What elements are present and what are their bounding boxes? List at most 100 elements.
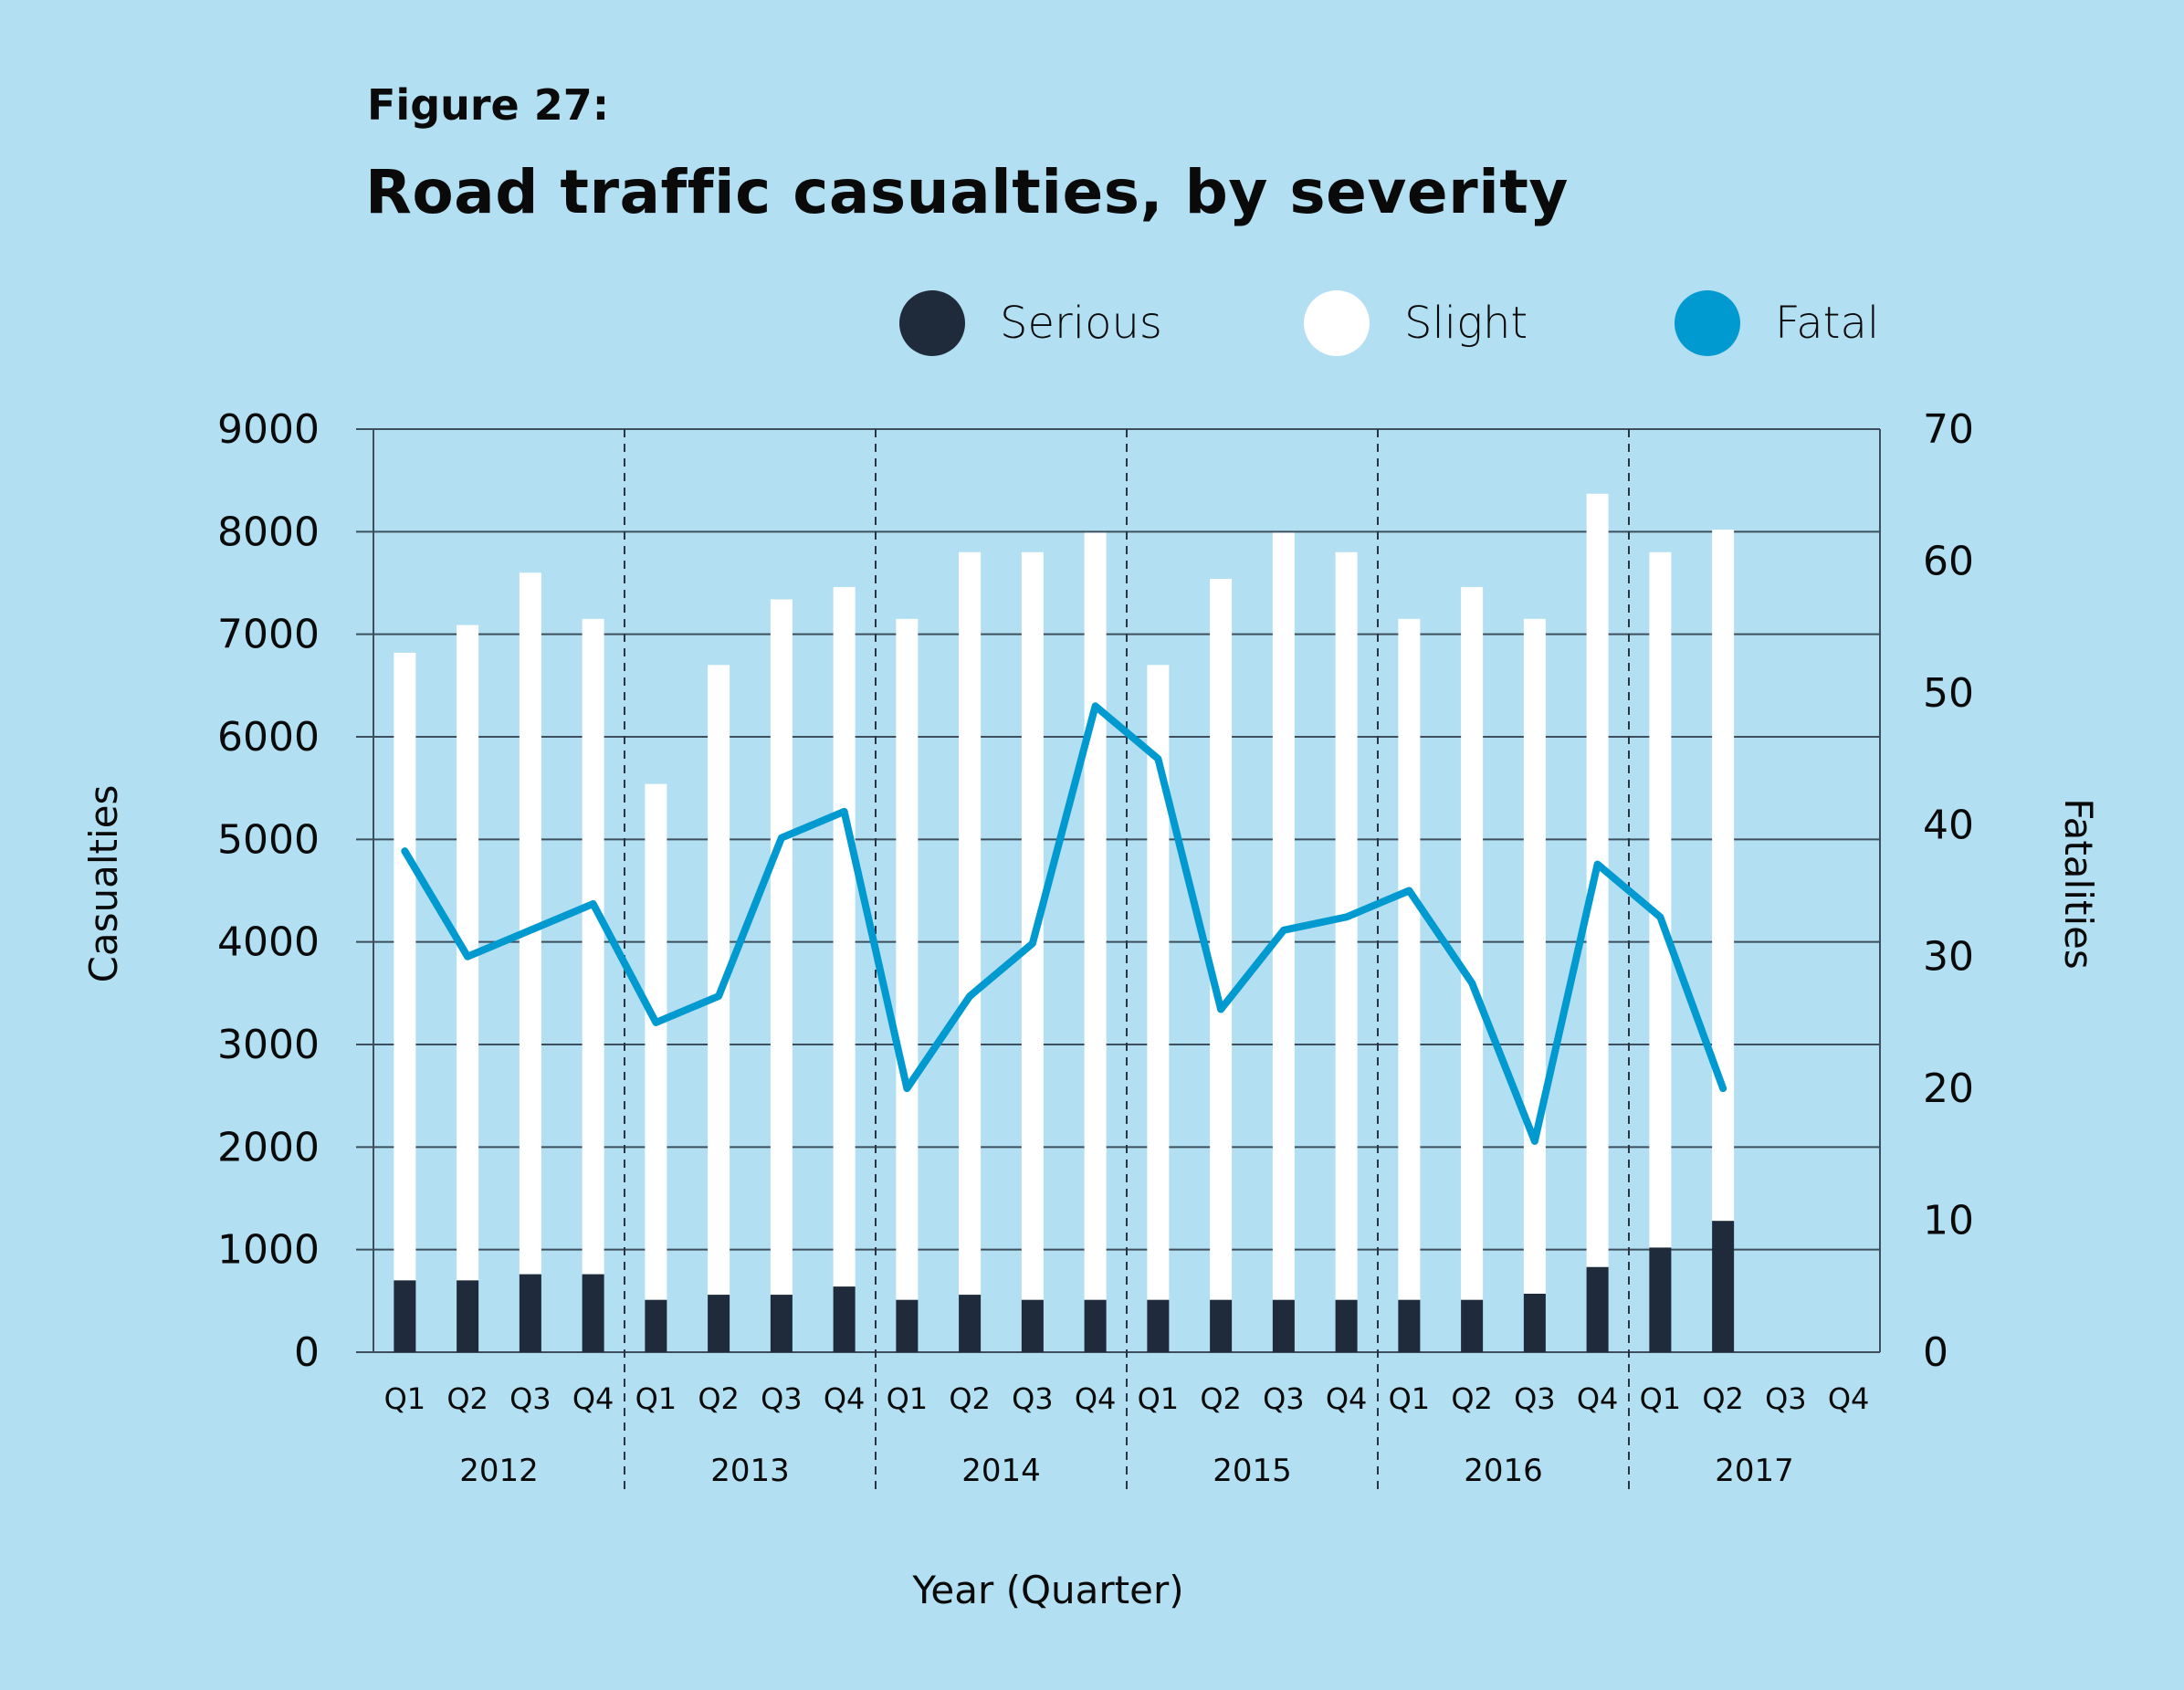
y-tick-label: 0 — [294, 1329, 320, 1376]
y2-tick-label: 60 — [1923, 538, 1974, 584]
bar-serious — [770, 1295, 793, 1352]
bar-slight — [645, 783, 667, 1300]
y2-tick-label: 70 — [1923, 406, 1974, 453]
chart-title: Road traffic casualties, by severity — [365, 157, 1569, 227]
y-tick-label: 1000 — [217, 1227, 320, 1274]
legend-label-slight: Slight — [1404, 298, 1528, 349]
bar-slight — [1335, 551, 1358, 1300]
x-tick-year: 2016 — [1464, 1453, 1543, 1489]
gridlines — [356, 428, 1880, 1353]
bar-slight — [1210, 579, 1233, 1300]
bar-serious — [457, 1280, 479, 1352]
x-tick-quarter: Q1 — [887, 1381, 929, 1416]
bar-serious — [1272, 1299, 1295, 1352]
bar-serious — [582, 1274, 604, 1352]
legend-swatch-fatal — [1675, 290, 1740, 356]
y2-tick-label: 50 — [1923, 670, 1974, 717]
bar-serious — [833, 1286, 856, 1352]
y2-tick-label: 20 — [1923, 1065, 1974, 1112]
x-tick-quarter: Q3 — [1263, 1381, 1305, 1416]
y-tick-label: 3000 — [217, 1022, 320, 1068]
x-tick-quarter: Q3 — [1765, 1381, 1807, 1416]
bar-slight — [896, 618, 919, 1300]
x-tick-quarter: Q2 — [1702, 1381, 1744, 1416]
x-tick-quarter: Q4 — [1828, 1381, 1870, 1416]
bar-serious — [708, 1295, 730, 1352]
bar-serious — [1147, 1299, 1170, 1352]
x-axis-title: Year (Quarter) — [911, 1568, 1183, 1612]
y2-tick-label: 10 — [1923, 1198, 1974, 1244]
y2-tick-label: 0 — [1923, 1329, 1948, 1376]
bar-slight — [1649, 551, 1672, 1248]
x-tick-year: 2013 — [710, 1453, 790, 1489]
legend-item-fatal: Fatal — [1675, 290, 1879, 356]
bar-serious — [1021, 1299, 1044, 1352]
x-tick-quarter: Q2 — [1451, 1381, 1493, 1416]
bar-serious — [1084, 1299, 1107, 1352]
bar-slight — [1461, 586, 1484, 1300]
bar-serious — [394, 1280, 416, 1352]
x-tick-quarter: Q2 — [698, 1381, 740, 1416]
x-tick-quarter: Q2 — [1200, 1381, 1242, 1416]
y-tick-label: 4000 — [217, 919, 320, 966]
y2-tick-label: 30 — [1923, 934, 1974, 981]
y-tick-label: 9000 — [217, 406, 320, 453]
y2-tick-label: 40 — [1923, 802, 1974, 848]
legend-label-fatal: Fatal — [1775, 298, 1880, 349]
x-tick-quarter: Q1 — [1389, 1381, 1431, 1416]
bar-serious — [1398, 1299, 1421, 1352]
bar-serious — [519, 1274, 541, 1352]
x-tick-quarter: Q1 — [635, 1381, 677, 1416]
y-tick-label: 6000 — [217, 714, 320, 761]
legend-swatch-slight — [1304, 290, 1370, 356]
x-tick-year: 2015 — [1213, 1453, 1292, 1489]
x-tick-quarter: Q3 — [1012, 1381, 1054, 1416]
bar-serious — [1712, 1221, 1735, 1352]
legend-item-serious: Serious — [899, 290, 1162, 356]
y-tick-label: 8000 — [217, 509, 320, 555]
y-axis-title: Casualties — [81, 785, 126, 983]
bar-serious — [1335, 1299, 1358, 1352]
bars — [394, 493, 1735, 1352]
x-tick-quarter: Q2 — [949, 1381, 991, 1416]
legend-label-serious: Serious — [1000, 298, 1162, 349]
bar-slight — [394, 652, 416, 1281]
x-tick-year: 2017 — [1715, 1453, 1794, 1489]
bar-slight — [959, 551, 982, 1296]
x-tick-quarter: Q3 — [509, 1381, 551, 1416]
bar-slight — [1712, 530, 1735, 1222]
x-tick-quarter: Q4 — [572, 1381, 614, 1416]
x-tick-quarter: Q1 — [384, 1381, 426, 1416]
bar-slight — [1084, 532, 1107, 1300]
bar-slight — [833, 586, 856, 1287]
x-tick-quarter: Q3 — [761, 1381, 803, 1416]
bar-slight — [1272, 532, 1295, 1300]
y2-axis-title: Fatalities — [2056, 798, 2101, 969]
figure-label: Figure 27: — [367, 80, 610, 130]
y-tick-label: 7000 — [217, 612, 320, 658]
x-tick-quarter: Q4 — [1075, 1381, 1117, 1416]
x-tick-quarter: Q1 — [1640, 1381, 1682, 1416]
legend-swatch-serious — [899, 290, 965, 356]
bar-serious — [1461, 1299, 1484, 1352]
bar-serious — [1649, 1247, 1672, 1352]
bar-slight — [1523, 618, 1546, 1294]
x-tick-quarter: Q4 — [824, 1381, 866, 1416]
tick-labels: 0 1000 2000 3000 4000 5000 6000 7000 8000 9000 0 10… — [217, 406, 1974, 1489]
x-tick-quarter: Q4 — [1577, 1381, 1619, 1416]
x-tick-quarter: Q1 — [1138, 1381, 1180, 1416]
y-tick-label: 5000 — [217, 816, 320, 863]
axes — [373, 429, 1881, 1352]
bar-serious — [896, 1299, 919, 1352]
bar-serious — [959, 1295, 982, 1352]
legend-item-slight: Slight — [1304, 290, 1528, 356]
x-tick-year: 2014 — [961, 1453, 1041, 1489]
bar-serious — [645, 1299, 667, 1352]
y-tick-label: 2000 — [217, 1124, 320, 1170]
x-tick-quarter: Q4 — [1326, 1381, 1368, 1416]
x-tick-year: 2012 — [459, 1453, 539, 1489]
fatal-line-group — [401, 702, 1727, 1145]
bar-serious — [1523, 1293, 1546, 1352]
fatal-line — [401, 702, 1727, 1145]
